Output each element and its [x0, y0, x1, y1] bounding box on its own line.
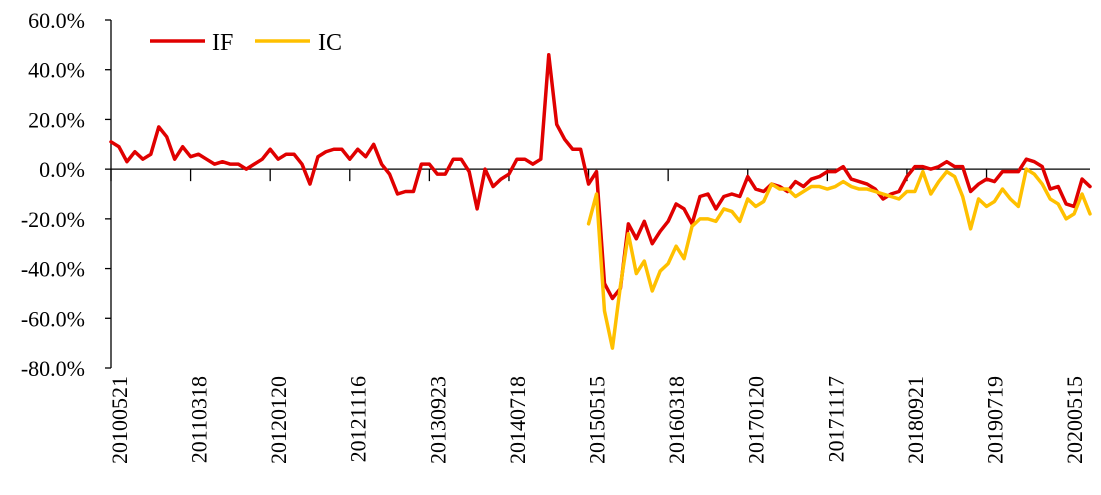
x-tick-label: 20171117: [823, 376, 848, 462]
y-tick-label: -80.0%: [21, 356, 85, 381]
x-tick-label: 20200515: [1062, 376, 1087, 464]
legend-label-ic: IC: [318, 30, 342, 56]
legend-label-if: IF: [212, 30, 233, 56]
x-tick-label: 20121116: [346, 376, 371, 462]
y-tick-label: 20.0%: [28, 107, 85, 132]
y-tick-label: -20.0%: [21, 207, 85, 232]
x-tick-label: 20190719: [982, 376, 1007, 464]
series-layer: [109, 53, 1092, 350]
series-line-ic: [586, 167, 1092, 350]
x-tick-label: 20120120: [266, 376, 291, 464]
y-tick-label: 60.0%: [28, 8, 85, 33]
x-tick-label: 20170120: [744, 376, 769, 464]
y-tick-label: 40.0%: [28, 58, 85, 83]
x-tick-label: 20100521: [107, 376, 132, 464]
y-tick-label: -60.0%: [21, 306, 85, 331]
y-tick-label: 0.0%: [39, 157, 85, 182]
x-axis: 20100521 20110318 20120120 20121116 20130923…: [107, 168, 1090, 464]
x-tick-label: 20150515: [585, 376, 610, 464]
x-tick-label: 20110318: [187, 376, 212, 463]
y-tick-label: -40.0%: [21, 257, 85, 282]
legend: IF IC: [150, 30, 342, 56]
x-tick-label: 20180921: [903, 376, 928, 464]
y-axis: 60.0% 40.0% 20.0% 0.0% -20.0% -40.0% -60.0% -80…: [21, 8, 112, 381]
x-tick-label: 20130923: [425, 376, 450, 464]
x-tick-label: 20160318: [664, 376, 689, 464]
x-tick-label: 20140718: [505, 376, 530, 464]
